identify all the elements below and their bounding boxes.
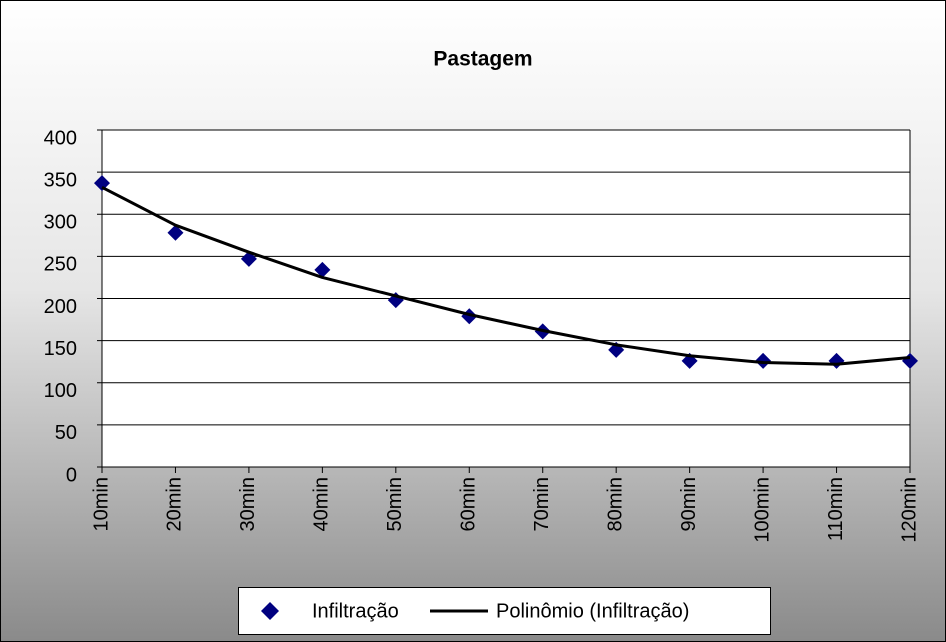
y-tick-label: 0 xyxy=(66,464,77,486)
y-tick-label: 100 xyxy=(44,380,77,402)
x-tick-label: 90min xyxy=(678,477,700,531)
y-tick-label: 200 xyxy=(44,296,77,318)
x-tick-label: 100min xyxy=(751,477,773,543)
legend-marker xyxy=(261,602,279,620)
x-tick-label: 50min xyxy=(384,477,406,531)
x-tick-label: 10min xyxy=(90,477,112,531)
data-point xyxy=(314,261,331,278)
y-tick-label: 350 xyxy=(44,169,77,191)
x-tick-label: 20min xyxy=(164,477,186,531)
y-tick-label: 50 xyxy=(55,422,77,444)
y-tick-label: 400 xyxy=(44,127,77,149)
y-tick-label: 250 xyxy=(44,254,77,276)
legend-label: Polinômio (Infiltração) xyxy=(496,600,689,622)
y-tick-label: 150 xyxy=(44,338,77,360)
x-tick-label: 30min xyxy=(237,477,259,531)
chart-title: Pastagem xyxy=(433,48,532,71)
x-tick-label: 80min xyxy=(604,477,626,531)
legend xyxy=(238,587,771,635)
data-point xyxy=(167,224,184,241)
x-tick-label: 60min xyxy=(458,477,480,531)
data-point xyxy=(94,175,110,192)
y-tick-label: 300 xyxy=(44,212,77,234)
trend-line xyxy=(101,185,911,366)
x-tick-label: 40min xyxy=(311,477,333,531)
data-point xyxy=(755,352,772,369)
x-tick-label: 120min xyxy=(898,477,920,543)
legend-label: Infiltração xyxy=(312,600,399,622)
x-tick-label: 110min xyxy=(825,477,847,541)
x-tick-label: 70min xyxy=(531,477,553,531)
